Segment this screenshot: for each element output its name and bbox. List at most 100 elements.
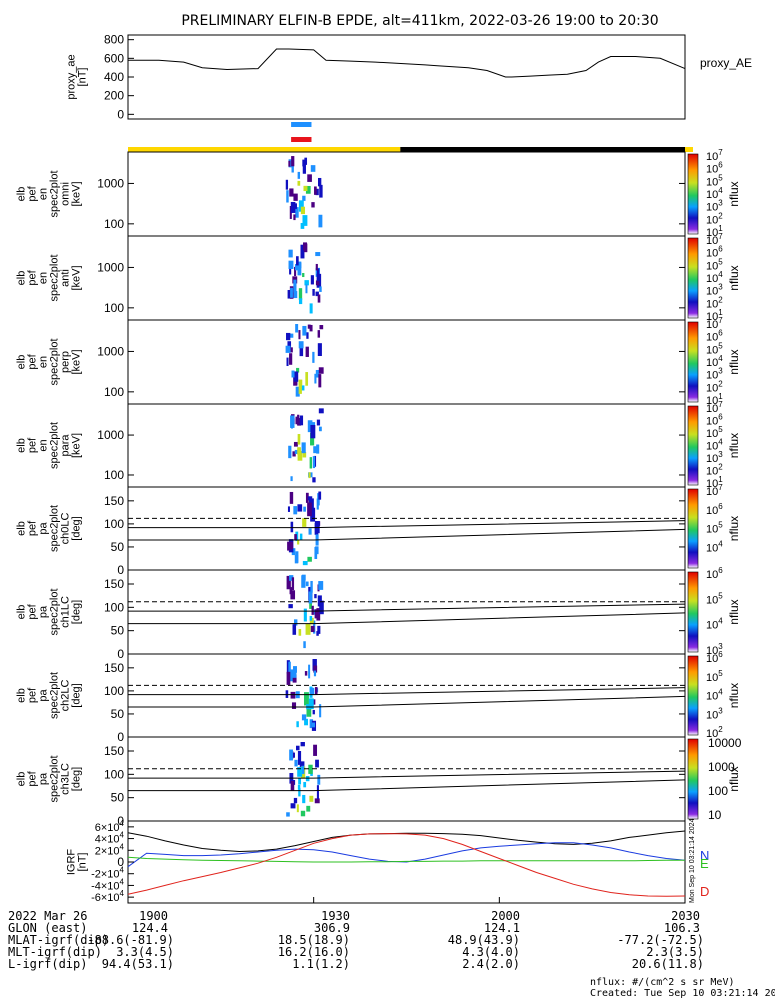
data-cell bbox=[305, 581, 309, 587]
panel-frame bbox=[127, 235, 686, 321]
data-cell bbox=[300, 223, 305, 229]
data-cell bbox=[319, 600, 324, 615]
colorbar-tick-label: 104 bbox=[706, 270, 723, 285]
ylabel-pa_ch0-line: [deg] bbox=[71, 516, 83, 540]
data-cell bbox=[287, 506, 290, 512]
data-cell bbox=[286, 671, 291, 685]
ylabel-spec_omni-line: en bbox=[38, 188, 50, 200]
ylabel-spec_anti-line: en bbox=[38, 272, 50, 284]
data-cell bbox=[303, 185, 308, 192]
data-cell bbox=[298, 382, 302, 394]
y-tick-label: 0 bbox=[117, 855, 124, 869]
data-cell bbox=[297, 434, 301, 445]
data-cell bbox=[287, 541, 291, 551]
data-cell bbox=[295, 207, 299, 218]
data-cell bbox=[307, 496, 313, 501]
data-cell bbox=[298, 330, 301, 340]
ylabel-pa_ch0-line: pef bbox=[27, 520, 39, 536]
data-cell bbox=[309, 687, 315, 695]
data-cell bbox=[290, 803, 296, 809]
data-cell bbox=[317, 343, 322, 357]
data-cell bbox=[308, 591, 313, 604]
y-tick-label: 0 bbox=[117, 814, 124, 828]
colorbar-tick-label: 101 bbox=[706, 392, 723, 407]
data-cell bbox=[290, 521, 294, 533]
data-cell bbox=[312, 659, 317, 671]
y-tick-label: 100 bbox=[104, 684, 124, 698]
data-cell bbox=[308, 472, 311, 479]
data-cell bbox=[310, 275, 314, 285]
data-cell bbox=[305, 185, 311, 194]
igrf-legend-E: E bbox=[700, 856, 709, 871]
data-cell bbox=[305, 284, 308, 294]
data-cell bbox=[316, 419, 321, 426]
colorbar-tick-label: 106 bbox=[706, 650, 723, 665]
colorbar-tick-label: 102 bbox=[706, 379, 723, 394]
ylabel-pa_ch2-line: pef bbox=[27, 687, 39, 703]
ylabel-igrf-line: [nT] bbox=[77, 853, 89, 872]
ylabel-igrf-line: IGRF bbox=[66, 849, 78, 876]
ylabel-spec_anti-line: pef bbox=[27, 269, 39, 285]
data-cell bbox=[318, 214, 323, 228]
ylabel-spec_para-line: en bbox=[38, 439, 50, 451]
data-cell bbox=[313, 665, 318, 673]
data-cell bbox=[296, 367, 300, 373]
data-cell bbox=[297, 261, 302, 276]
ylabel-pa_ch0-line: elb bbox=[16, 521, 28, 536]
ylabel-pa_ch1-line: elb bbox=[16, 605, 28, 620]
y-tick-label: 100 bbox=[104, 600, 124, 614]
data-cell bbox=[305, 346, 309, 357]
data-cell bbox=[300, 244, 305, 259]
data-cell bbox=[309, 719, 314, 729]
eclipse-bar bbox=[400, 147, 685, 152]
data-cell bbox=[318, 374, 322, 388]
panel-spec_omni: 100 1000 elb pef en spec2plot omni [keV] bbox=[16, 151, 686, 237]
sunlit-bar-end bbox=[685, 147, 693, 152]
data-cell bbox=[290, 541, 294, 550]
data-cell bbox=[288, 160, 291, 167]
data-cell bbox=[307, 174, 312, 182]
data-cell bbox=[290, 590, 296, 600]
colorbar-title: nflux bbox=[727, 599, 741, 624]
data-cell bbox=[304, 671, 308, 676]
colorbar-tick-label: 104 bbox=[706, 688, 723, 703]
y-tick-label: 150 bbox=[104, 661, 124, 675]
data-cell bbox=[295, 386, 300, 397]
data-cell bbox=[298, 418, 302, 426]
data-cell bbox=[297, 767, 303, 777]
ylabel-pa_ch3-line: elb bbox=[16, 772, 28, 787]
data-cell bbox=[286, 190, 289, 203]
data-cell bbox=[291, 577, 295, 591]
ylabel-pa_ch0-line: pa bbox=[38, 522, 50, 535]
y-tick-label: 100 bbox=[104, 385, 124, 399]
side-date-stamp: Mon Sep 10 03:21:14 2024 bbox=[689, 818, 696, 903]
data-cell bbox=[300, 206, 306, 215]
colorbar-pa_ch2: 102 103 104 105 106 nflux bbox=[687, 650, 741, 740]
data-cell bbox=[301, 765, 305, 774]
proxy-ae-series-line bbox=[128, 48, 686, 78]
ylabel-spec_perp-line: spec2plot bbox=[49, 338, 61, 385]
data-cell bbox=[312, 456, 316, 469]
data-cell bbox=[309, 457, 313, 469]
data-cell bbox=[313, 744, 318, 756]
ylabel-pa_ch3-line: pef bbox=[27, 770, 39, 786]
colorbar-tick-label: 103 bbox=[706, 450, 723, 465]
data-cell bbox=[310, 165, 316, 172]
colorbar-tick-label: 102 bbox=[706, 463, 723, 478]
loss-cone-lower-line bbox=[128, 528, 686, 541]
data-cell bbox=[299, 415, 304, 426]
data-cell bbox=[317, 294, 321, 303]
data-cell bbox=[318, 367, 324, 374]
ylabel-pa_ch3-line: spec2plot bbox=[49, 755, 61, 802]
data-cell bbox=[314, 594, 317, 599]
ylabel-pa_ch2-line: [deg] bbox=[71, 683, 83, 707]
data-cell bbox=[298, 379, 303, 386]
data-cell bbox=[289, 188, 294, 197]
colorbar-gradient bbox=[687, 571, 699, 653]
y-tick-label: 50 bbox=[111, 624, 125, 638]
data-cell bbox=[290, 691, 296, 699]
y-tick-label: 50 bbox=[111, 707, 125, 721]
ylabel-pa_ch1-line: pef bbox=[27, 603, 39, 619]
data-cell bbox=[305, 623, 311, 635]
